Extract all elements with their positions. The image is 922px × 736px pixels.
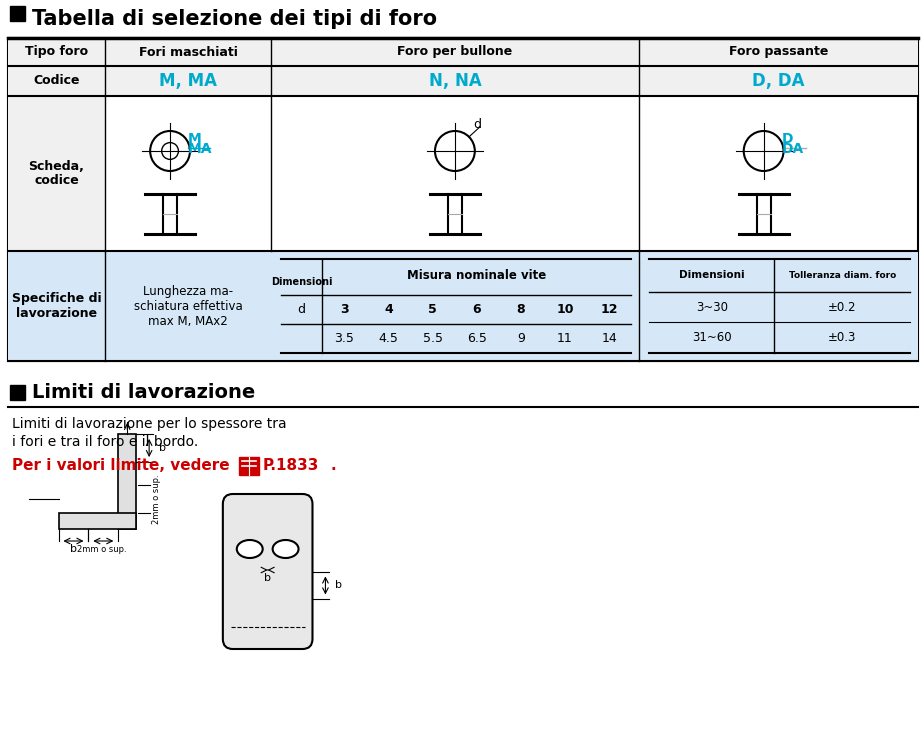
Text: 12: 12: [600, 302, 618, 316]
Text: Per i valori limite, vedere: Per i valori limite, vedere: [12, 459, 230, 473]
Text: N, NA: N, NA: [429, 72, 481, 90]
Text: 2mm o sup.: 2mm o sup.: [152, 474, 161, 524]
Text: Specifiche di
lavorazione: Specifiche di lavorazione: [12, 292, 101, 320]
FancyBboxPatch shape: [223, 494, 313, 649]
Bar: [10, 6, 25, 21]
Text: 3: 3: [340, 302, 349, 316]
Text: Limiti di lavorazione per lo spessore tra: Limiti di lavorazione per lo spessore tr…: [12, 417, 287, 431]
Text: 4.5: 4.5: [379, 332, 398, 345]
Text: Fori maschiati: Fori maschiati: [138, 46, 238, 58]
Text: d: d: [298, 302, 305, 316]
Text: 31~60: 31~60: [692, 331, 731, 344]
Text: 6.5: 6.5: [467, 332, 487, 345]
Text: 14: 14: [601, 332, 617, 345]
Ellipse shape: [273, 540, 299, 558]
Text: Scheda,
codice: Scheda, codice: [29, 160, 85, 188]
Text: MA: MA: [188, 142, 212, 156]
Text: b: b: [160, 443, 166, 453]
Text: b: b: [265, 573, 271, 583]
Bar: [7, 251, 918, 361]
Text: 5: 5: [429, 302, 437, 316]
Bar: [7, 38, 918, 66]
Text: 9: 9: [517, 332, 525, 345]
Bar: [118, 434, 136, 529]
Text: 6: 6: [472, 302, 481, 316]
Text: Foro per bullone: Foro per bullone: [397, 46, 513, 58]
Text: M: M: [188, 132, 202, 146]
Text: i fori e tra il foro e il bordo.: i fori e tra il foro e il bordo.: [12, 435, 198, 449]
Text: DA: DA: [782, 142, 804, 156]
Bar: [58, 513, 136, 529]
Text: Tipo foro: Tipo foro: [25, 46, 89, 58]
Text: P.1833: P.1833: [263, 459, 319, 473]
Text: 10: 10: [556, 302, 573, 316]
Text: D: D: [782, 132, 793, 146]
Text: 3~30: 3~30: [696, 301, 727, 314]
Text: 3.5: 3.5: [335, 332, 354, 345]
Text: Dimensioni: Dimensioni: [271, 277, 332, 287]
Text: 5.5: 5.5: [422, 332, 443, 345]
Text: 4: 4: [384, 302, 393, 316]
Text: d: d: [473, 118, 481, 132]
Text: Codice: Codice: [33, 74, 80, 88]
Text: b: b: [70, 544, 77, 554]
Text: Foro passante: Foro passante: [729, 46, 828, 58]
Text: M, MA: M, MA: [159, 72, 217, 90]
Text: Lunghezza ma-
schiatura effettiva
max M, MAx2: Lunghezza ma- schiatura effettiva max M,…: [134, 285, 242, 328]
Text: D, DA: D, DA: [752, 72, 805, 90]
Text: 2mm o sup.: 2mm o sup.: [77, 545, 127, 553]
Bar: [7, 66, 918, 96]
Text: ±0.2: ±0.2: [828, 301, 857, 314]
Bar: [10, 385, 25, 400]
Text: Tolleranza diam. foro: Tolleranza diam. foro: [788, 271, 896, 280]
Text: Misura nominale vite: Misura nominale vite: [408, 269, 547, 282]
Text: 8: 8: [516, 302, 526, 316]
Text: 11: 11: [557, 332, 573, 345]
Bar: [7, 96, 105, 251]
Text: Tabella di selezione dei tipi di foro: Tabella di selezione dei tipi di foro: [31, 9, 437, 29]
Text: .: .: [330, 459, 336, 473]
Text: b: b: [336, 581, 342, 590]
Ellipse shape: [237, 540, 263, 558]
Bar: [239, 457, 259, 475]
Text: Limiti di lavorazione: Limiti di lavorazione: [31, 383, 254, 403]
Text: ±0.3: ±0.3: [828, 331, 857, 344]
Bar: [7, 38, 918, 361]
Text: Dimensioni: Dimensioni: [679, 270, 745, 280]
